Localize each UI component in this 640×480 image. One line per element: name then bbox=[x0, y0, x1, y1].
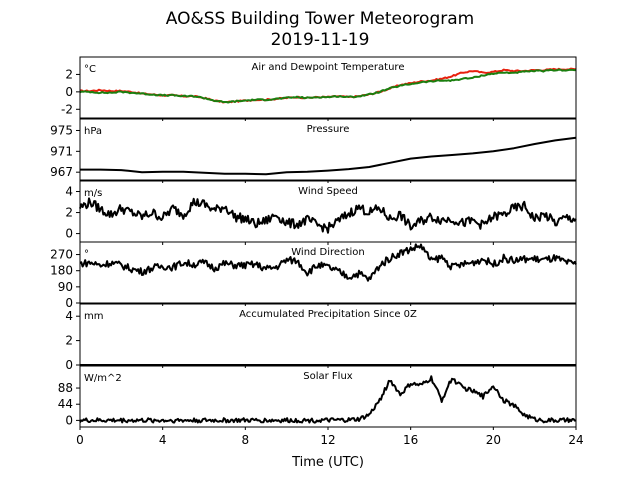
panel-0: -2 0 2 Air and Dewpoint Temperature °C bbox=[61, 56, 577, 121]
series-line-2-0 bbox=[79, 197, 577, 234]
panel-unit-3: ° bbox=[84, 249, 89, 260]
y-tick-label-3-3: 270 bbox=[50, 248, 73, 262]
y-tick-label-0-0: -2 bbox=[61, 102, 73, 116]
y-tick-label-0-1: 0 bbox=[65, 85, 73, 99]
y-tick-label-5-2: 88 bbox=[58, 381, 73, 395]
panel-title-1: Pressure bbox=[307, 124, 350, 135]
y-tick-label-3-2: 180 bbox=[50, 264, 73, 278]
y-tick-label-3-0: 0 bbox=[65, 296, 73, 310]
y-tick-label-2-0: 0 bbox=[65, 227, 73, 241]
y-tick-label-4-0: 0 bbox=[65, 358, 73, 372]
y-tick-label-1-1: 971 bbox=[50, 144, 73, 158]
chart-title: AO&SS Building Tower Meteorogram bbox=[166, 9, 474, 29]
x-tick-label-2: 8 bbox=[242, 433, 250, 447]
x-tick-label-4: 16 bbox=[403, 433, 418, 447]
y-tick-label-2-2: 4 bbox=[65, 185, 73, 199]
x-tick-label-1: 4 bbox=[159, 433, 167, 447]
y-tick-label-4-2: 4 bbox=[65, 309, 73, 323]
y-tick-label-5-0: 0 bbox=[65, 413, 73, 427]
panel-unit-5: W/m^2 bbox=[84, 373, 122, 384]
panel-4: 0 2 4 Accumulated Precipitation Since 0Z mm bbox=[65, 303, 577, 372]
panel-unit-1: hPa bbox=[84, 126, 102, 137]
panel-unit-2: m/s bbox=[84, 188, 102, 199]
panel-1: 967 971 975 Pressure hPa bbox=[50, 118, 577, 183]
series-line-0-1 bbox=[79, 68, 576, 104]
y-tick-label-1-2: 975 bbox=[50, 123, 73, 137]
y-tick-label-1-0: 967 bbox=[50, 165, 73, 179]
y-tick-label-4-1: 2 bbox=[65, 334, 73, 348]
panel-title-0: Air and Dewpoint Temperature bbox=[252, 62, 405, 73]
panel-5: 0 44 88 Solar Flux W/m^2 bbox=[58, 365, 577, 430]
x-axis-label: Time (UTC) bbox=[291, 455, 364, 470]
panel-3: 0 90 180 270 Wind Direction ° bbox=[50, 241, 577, 310]
panel-unit-0: °C bbox=[84, 64, 96, 75]
series-line-3-0 bbox=[79, 243, 577, 282]
x-tick-label-3: 12 bbox=[320, 433, 335, 447]
panels-group: -2 0 2 Air and Dewpoint Temperature °C 967 971… bbox=[50, 56, 584, 447]
x-tick-label-5: 20 bbox=[486, 433, 501, 447]
series-line-5-0 bbox=[79, 375, 577, 424]
chart-subtitle: 2019-11-19 bbox=[271, 30, 370, 50]
panel-2: 0 2 4 Wind Speed m/s bbox=[65, 180, 577, 245]
panel-title-4: Accumulated Precipitation Since 0Z bbox=[239, 309, 417, 320]
panel-title-5: Solar Flux bbox=[303, 371, 353, 382]
y-tick-label-5-1: 44 bbox=[58, 397, 73, 411]
series-line-1-0 bbox=[80, 136, 577, 176]
panel-title-2: Wind Speed bbox=[298, 186, 358, 197]
panel-title-3: Wind Direction bbox=[291, 247, 365, 258]
y-tick-label-2-1: 2 bbox=[65, 206, 73, 220]
y-tick-label-3-1: 90 bbox=[58, 280, 73, 294]
x-tick-label-6: 24 bbox=[568, 433, 583, 447]
panel-unit-4: mm bbox=[84, 311, 103, 322]
y-tick-label-0-2: 2 bbox=[65, 67, 73, 81]
x-tick-label-0: 0 bbox=[76, 433, 84, 447]
